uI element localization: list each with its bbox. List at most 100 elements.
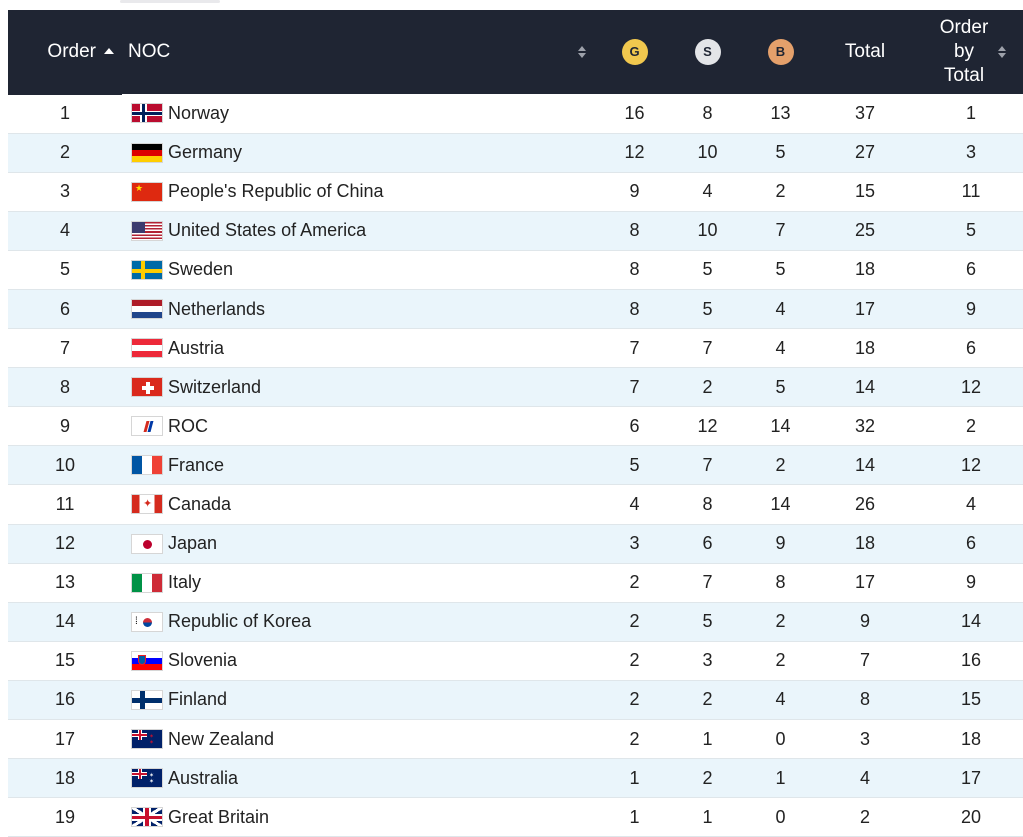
silver-count-cell: 7 <box>702 572 713 593</box>
gold-count-cell: 2 <box>629 572 640 593</box>
bronze-count-cell: 0 <box>775 806 786 827</box>
country-name[interactable]: Slovenia <box>168 650 238 671</box>
bronze-count-cell: 5 <box>775 259 786 280</box>
flag-canada-icon <box>131 494 163 515</box>
column-header-order-label: Order <box>47 41 96 62</box>
table-row[interactable]: 19 Great Britain 1 1 0 2 20 <box>8 797 1023 837</box>
column-header-order-by-total[interactable]: Order by Total <box>913 10 1023 94</box>
flag-usa-icon <box>131 220 163 241</box>
silver-count-cell: 10 <box>697 142 718 163</box>
total-count-cell: 14 <box>854 454 876 475</box>
table-row[interactable]: 11 Canada 4 8 14 26 4 <box>8 484 1023 525</box>
sort-toggle-icon[interactable] <box>578 46 586 58</box>
order-by-total-cell: 18 <box>960 728 982 749</box>
total-count-cell: 14 <box>854 376 876 397</box>
table-row[interactable]: 9 ROC 6 12 14 32 2 <box>8 406 1023 446</box>
bronze-count-cell: 2 <box>775 611 786 632</box>
flag-italy-icon <box>131 572 163 593</box>
silver-count-cell: 2 <box>702 376 713 397</box>
bronze-count-cell: 2 <box>775 454 786 475</box>
table-row[interactable]: 14 Republic of Korea 2 5 2 9 14 <box>8 602 1023 642</box>
total-count-cell: 27 <box>854 142 876 163</box>
table-row[interactable]: 2 Germany 12 10 5 27 3 <box>8 133 1023 173</box>
table-row[interactable]: 15 Slovenia 2 3 2 7 16 <box>8 641 1023 681</box>
table-row[interactable]: 10 France 5 7 2 14 12 <box>8 445 1023 485</box>
order-by-total-cell: 12 <box>960 376 982 397</box>
noc-cell: Australia <box>122 759 598 798</box>
table-row[interactable]: 5 Sweden 8 5 5 18 6 <box>8 250 1023 290</box>
country-name[interactable]: United States of America <box>168 220 367 241</box>
order-by-total-cell: 9 <box>965 572 976 593</box>
total-count-cell: 32 <box>854 415 876 436</box>
silver-count-cell: 4 <box>702 181 713 202</box>
order-cell: 19 <box>54 806 76 827</box>
total-count-cell: 9 <box>859 611 870 632</box>
flag-china-icon <box>131 181 163 202</box>
noc-cell: New Zealand <box>122 720 598 759</box>
total-count-cell: 17 <box>854 298 876 319</box>
country-name[interactable]: Austria <box>168 337 225 358</box>
flag-austria-icon <box>131 338 163 359</box>
country-name[interactable]: People's Republic of China <box>168 181 384 202</box>
country-name[interactable]: France <box>168 454 225 475</box>
gold-count-cell: 3 <box>629 533 640 554</box>
column-header-order[interactable]: Order <box>8 10 122 94</box>
noc-cell: Finland <box>122 680 598 719</box>
country-name[interactable]: Sweden <box>168 259 234 280</box>
country-name[interactable]: Italy <box>168 572 202 593</box>
sort-toggle-icon[interactable] <box>998 46 1006 58</box>
flag-finland-icon <box>131 689 163 710</box>
order-by-total-cell: 12 <box>960 454 982 475</box>
order-cell: 13 <box>54 572 76 593</box>
column-header-gold[interactable]: G <box>598 10 671 94</box>
country-name[interactable]: Canada <box>168 493 232 514</box>
table-row[interactable]: 1 Norway 16 8 13 37 1 <box>8 92 1023 134</box>
table-row[interactable]: 7 Austria 7 7 4 18 6 <box>8 328 1023 368</box>
gold-count-cell: 8 <box>629 220 640 241</box>
flag-roc-icon <box>131 416 163 437</box>
noc-cell: People's Republic of China <box>122 172 598 211</box>
column-header-noc[interactable]: NOC <box>122 10 598 94</box>
table-row[interactable]: 6 Netherlands 8 5 4 17 9 <box>8 289 1023 329</box>
gold-count-cell: 1 <box>629 806 640 827</box>
bronze-count-cell: 14 <box>770 415 791 436</box>
silver-count-cell: 10 <box>697 220 718 241</box>
country-name[interactable]: Finland <box>168 689 228 710</box>
country-name[interactable]: Switzerland <box>168 376 262 397</box>
gold-count-cell: 5 <box>629 454 640 475</box>
silver-count-cell: 6 <box>702 533 713 554</box>
table-row[interactable]: 13 Italy 2 7 8 17 9 <box>8 563 1023 603</box>
table-row[interactable]: 16 Finland 2 2 4 8 15 <box>8 680 1023 720</box>
noc-cell: Italy <box>122 563 598 602</box>
country-name[interactable]: Australia <box>168 767 239 788</box>
silver-count-cell: 8 <box>702 493 713 514</box>
country-name[interactable]: ROC <box>168 415 208 436</box>
country-name[interactable]: New Zealand <box>168 728 275 749</box>
flag-slovenia-icon <box>131 650 163 671</box>
bronze-count-cell: 8 <box>775 572 786 593</box>
column-header-silver[interactable]: S <box>671 10 744 94</box>
order-cell: 4 <box>59 220 70 241</box>
order-cell: 12 <box>54 533 76 554</box>
country-name[interactable]: Norway <box>168 102 230 123</box>
order-cell: 14 <box>54 611 76 632</box>
column-header-total[interactable]: Total <box>817 10 913 94</box>
table-row[interactable]: 18 Australia 1 2 1 4 17 <box>8 758 1023 798</box>
table-row[interactable]: 12 Japan 3 6 9 18 6 <box>8 524 1023 564</box>
country-name[interactable]: Germany <box>168 142 243 163</box>
country-name[interactable]: Netherlands <box>168 298 266 319</box>
country-name[interactable]: Great Britain <box>168 806 270 827</box>
noc-cell: Austria <box>122 329 598 368</box>
column-header-bronze[interactable]: B <box>744 10 817 94</box>
table-row[interactable]: 17 New Zealand 2 1 0 3 18 <box>8 719 1023 759</box>
table-row[interactable]: 4 United States of America 8 10 7 25 5 <box>8 211 1023 251</box>
country-name[interactable]: Japan <box>168 533 218 554</box>
country-name[interactable]: Republic of Korea <box>168 611 312 632</box>
table-row[interactable]: 8 Switzerland 7 2 5 14 12 <box>8 367 1023 407</box>
bronze-count-cell: 13 <box>770 102 791 123</box>
flag-france-icon <box>131 455 163 476</box>
top-divider <box>120 0 220 3</box>
bronze-count-cell: 2 <box>775 650 786 671</box>
table-row[interactable]: 3 People's Republic of China 9 4 2 15 11 <box>8 172 1023 212</box>
order-cell: 17 <box>54 728 76 749</box>
